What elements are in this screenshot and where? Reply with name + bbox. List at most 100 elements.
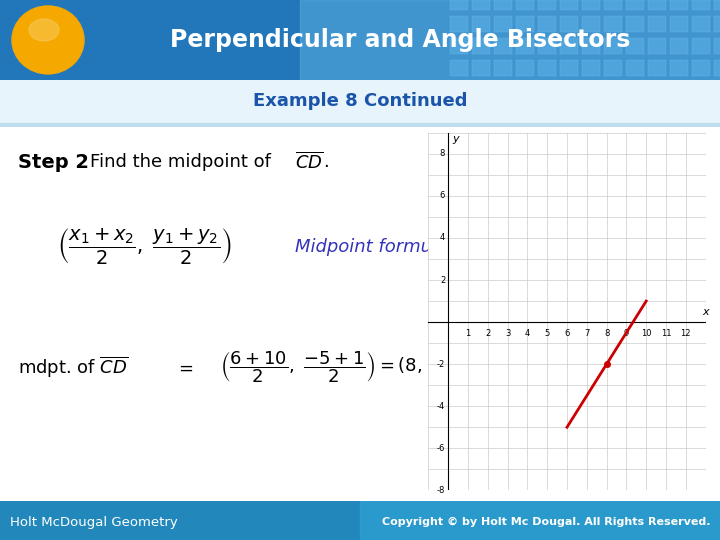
Text: 6: 6 (564, 329, 570, 339)
Bar (472, 16, 490, 32)
Bar (648, 60, 666, 76)
Bar (560, 38, 578, 54)
Bar (626, 0, 644, 10)
Text: $\left(\dfrac{x_1 + x_2}{2},\ \dfrac{y_1 + y_2}{2}\right)$: $\left(\dfrac{x_1 + x_2}{2},\ \dfrac{y_1… (58, 227, 233, 267)
Bar (692, 60, 710, 76)
Bar (560, 16, 578, 32)
Bar (670, 60, 688, 76)
Text: mdpt. of $\overline{CD}$: mdpt. of $\overline{CD}$ (18, 355, 128, 380)
Bar (714, 0, 720, 10)
Bar (714, 16, 720, 32)
Bar (538, 60, 556, 76)
Bar (626, 38, 644, 54)
Bar (604, 0, 622, 10)
Bar (450, 0, 468, 10)
Bar (472, 0, 490, 10)
Bar (670, 0, 688, 10)
Bar (670, 60, 688, 76)
Text: Step 2: Step 2 (18, 153, 89, 172)
Bar (494, 38, 512, 54)
Bar (494, 60, 512, 76)
Bar (670, 16, 688, 32)
Text: Perpendicular and Angle Bisectors: Perpendicular and Angle Bisectors (170, 28, 630, 52)
Bar (582, 16, 600, 32)
Bar (604, 60, 622, 76)
Text: Example 8 Continued: Example 8 Continued (253, 92, 467, 110)
Text: 4: 4 (440, 233, 445, 242)
Bar (538, 38, 556, 54)
Bar (626, 16, 644, 32)
Text: 8: 8 (440, 150, 445, 158)
Bar (538, 0, 556, 10)
Bar (714, 60, 720, 76)
Text: Find the midpoint of: Find the midpoint of (90, 153, 271, 171)
Bar (472, 0, 490, 10)
Bar (648, 16, 666, 32)
Bar (472, 16, 490, 32)
Bar (516, 0, 534, 10)
Bar (360, 501, 720, 540)
Bar (516, 16, 534, 32)
Text: 12: 12 (680, 329, 691, 339)
Bar (582, 16, 600, 32)
Text: $=$: $=$ (175, 359, 194, 376)
Bar (538, 38, 556, 54)
Bar (450, 60, 468, 76)
Text: 3: 3 (505, 329, 510, 339)
Bar (626, 16, 644, 32)
Text: 11: 11 (661, 329, 671, 339)
Bar (626, 0, 644, 10)
Bar (516, 38, 534, 54)
Bar (648, 38, 666, 54)
Bar (670, 16, 688, 32)
Bar (560, 60, 578, 76)
Text: $\left(\dfrac{6+10}{2},\ \dfrac{-5+1}{2}\right) = (8, -2)$: $\left(\dfrac{6+10}{2},\ \dfrac{-5+1}{2}… (220, 349, 467, 385)
Bar (538, 60, 556, 76)
Text: Holt McDougal Geometry: Holt McDougal Geometry (10, 516, 178, 529)
Bar (494, 0, 512, 10)
Text: -4: -4 (437, 402, 445, 411)
Bar (0, 124, 720, 127)
Bar (648, 0, 666, 10)
Bar (692, 60, 710, 76)
Bar (516, 38, 534, 54)
Bar (494, 38, 512, 54)
Bar (538, 0, 556, 10)
Text: 2: 2 (440, 275, 445, 285)
Bar (648, 0, 666, 10)
Bar (692, 38, 710, 54)
Bar (450, 16, 468, 32)
Text: 4: 4 (525, 329, 530, 339)
Text: 9: 9 (624, 329, 629, 339)
Bar (582, 60, 600, 76)
Bar (692, 16, 710, 32)
Bar (582, 38, 600, 54)
Bar (604, 16, 622, 32)
Text: y: y (452, 134, 459, 144)
Text: 5: 5 (544, 329, 550, 339)
Bar (450, 60, 468, 76)
Bar (604, 38, 622, 54)
Bar (714, 60, 720, 76)
Bar (472, 60, 490, 76)
Bar (560, 60, 578, 76)
Bar (582, 0, 600, 10)
Bar (692, 0, 710, 10)
Text: -6: -6 (437, 444, 445, 453)
Bar (648, 38, 666, 54)
Text: Copyright © by Holt Mc Dougal. All Rights Reserved.: Copyright © by Holt Mc Dougal. All Right… (382, 517, 710, 527)
Bar (494, 0, 512, 10)
Bar (560, 38, 578, 54)
Bar (516, 60, 534, 76)
Bar (648, 60, 666, 76)
Bar (604, 0, 622, 10)
Text: x: x (702, 307, 709, 316)
Bar (582, 0, 600, 10)
Bar (692, 38, 710, 54)
Bar (670, 38, 688, 54)
Text: 6: 6 (440, 191, 445, 200)
Bar (582, 38, 600, 54)
Bar (626, 38, 644, 54)
Bar (450, 38, 468, 54)
Text: 7: 7 (584, 329, 590, 339)
